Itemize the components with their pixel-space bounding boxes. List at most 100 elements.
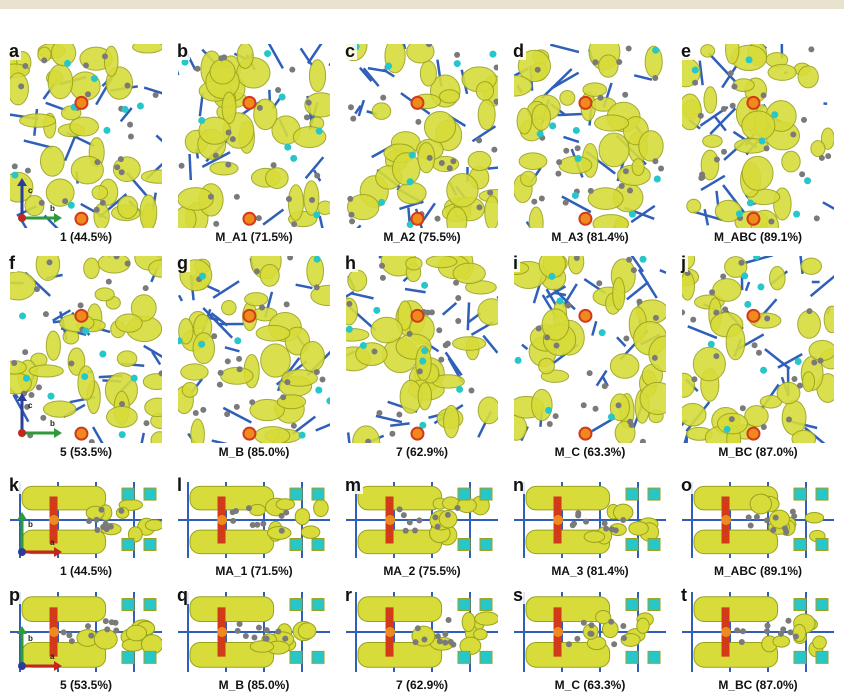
- panel-letter: h: [343, 253, 358, 273]
- panel-letter: f: [7, 253, 17, 273]
- panel-d: d M_A3 (81.4%): [511, 41, 666, 246]
- panel-n: n MA_3 (81.4%): [511, 475, 666, 580]
- isosurface-render: [682, 44, 834, 228]
- structure-image: [10, 44, 162, 228]
- panel-letter: q: [175, 585, 190, 605]
- top-bar: [0, 0, 844, 9]
- structure-image: [514, 478, 666, 562]
- panel-letter: j: [679, 253, 689, 273]
- panel-k: k 1 (44.5%) b a: [7, 475, 162, 580]
- axis-label-right: a: [50, 652, 55, 661]
- isosurface-render: [682, 592, 834, 672]
- structure-image: [682, 256, 834, 443]
- panel-l: l MA_1 (71.5%): [175, 475, 330, 580]
- panel-caption: M_A2 (75.5%): [383, 230, 461, 244]
- crystal-axes-icon: b a: [16, 624, 64, 672]
- panel-letter: s: [511, 585, 526, 605]
- panel-caption: M_BC (87.0%): [718, 445, 798, 459]
- crystal-axes-icon: c b: [16, 391, 64, 439]
- panel-caption: M_A3 (81.4%): [551, 230, 629, 244]
- panel-h: h 7 (62.9%): [343, 253, 498, 461]
- isosurface-render: [346, 482, 498, 558]
- isosurface-render: [10, 44, 162, 228]
- panel-caption: M_ABC (89.1%): [713, 564, 803, 578]
- structure-image: [514, 256, 666, 443]
- panel-p: p 5 (53.5%) b a: [7, 586, 162, 694]
- isosurface-render: [682, 482, 834, 558]
- panel-caption: M_A1 (71.5%): [215, 230, 293, 244]
- isosurface-render: [682, 256, 834, 443]
- panel-letter: l: [175, 475, 185, 495]
- structure-image: [346, 256, 498, 443]
- panel-caption: M_B (85.0%): [218, 445, 290, 459]
- panel-q: q M_B (85.0%): [175, 585, 330, 694]
- panel-letter: t: [679, 585, 689, 605]
- panel-caption: 1 (44.5%): [59, 564, 113, 578]
- axis-label-up: c: [28, 186, 33, 195]
- panel-letter: o: [679, 475, 694, 495]
- panel-letter: r: [343, 585, 355, 605]
- isosurface-render: [514, 592, 666, 672]
- isosurface-render: [346, 44, 498, 228]
- panel-caption: 7 (62.9%): [395, 678, 449, 692]
- isosurface-render: [178, 256, 330, 443]
- panel-g: g M_B (85.0%): [175, 253, 330, 461]
- panel-a: a 1 (44.5%) c b: [7, 41, 162, 246]
- structure-image: [346, 44, 498, 228]
- panel-caption: MA_2 (75.5%): [383, 564, 461, 578]
- panel-i: i M_C (63.3%): [511, 253, 666, 461]
- axis-label-up: b: [28, 634, 33, 643]
- isosurface-render: [178, 44, 330, 228]
- axis-label-right: b: [50, 419, 55, 428]
- structure-image: [10, 478, 162, 562]
- isosurface-render: [514, 482, 666, 558]
- panel-r: r 7 (62.9%): [343, 585, 498, 694]
- structure-image: [514, 44, 666, 228]
- structure-image: [10, 588, 162, 676]
- crystal-axes-icon: c b: [16, 176, 64, 224]
- axis-label-up: b: [28, 520, 33, 529]
- panel-caption: M_ABC (89.1%): [713, 230, 803, 244]
- panel-caption: MA_3 (81.4%): [551, 564, 629, 578]
- isosurface-render: [514, 44, 665, 228]
- panel-letter: i: [511, 253, 521, 273]
- panel-letter: c: [343, 41, 358, 61]
- panel-c: c M_A2 (75.5%): [343, 41, 498, 246]
- panel-caption: 7 (62.9%): [395, 445, 449, 459]
- structure-image: [346, 478, 498, 562]
- structure-image: [178, 588, 330, 676]
- panel-caption: M_BC (87.0%): [718, 678, 798, 692]
- isosurface-render: [178, 592, 330, 672]
- panel-t: t M_BC (87.0%): [679, 585, 834, 694]
- panel-caption: M_C (63.3%): [554, 445, 626, 459]
- structure-image: [514, 588, 666, 676]
- crystal-axes-icon: b a: [16, 510, 64, 558]
- structure-image: [178, 478, 330, 562]
- isosurface-render: [346, 592, 498, 672]
- structure-image: [682, 478, 834, 562]
- structure-image: [346, 588, 498, 676]
- panel-letter: m: [343, 475, 364, 495]
- panel-letter: g: [175, 253, 190, 273]
- axis-label-right: a: [50, 538, 55, 547]
- panel-letter: k: [7, 475, 22, 495]
- panel-caption: M_C (63.3%): [554, 678, 626, 692]
- axis-label-right: b: [50, 204, 55, 213]
- structure-image: [682, 44, 834, 228]
- panel-caption: MA_1 (71.5%): [215, 564, 293, 578]
- panel-letter: b: [175, 41, 190, 61]
- panel-letter: d: [511, 41, 526, 61]
- panel-e: e M_ABC (89.1%): [679, 41, 834, 246]
- structure-image: [178, 44, 330, 228]
- panel-caption: 5 (53.5%): [59, 445, 113, 459]
- panel-letter: a: [7, 41, 22, 61]
- panel-caption: 1 (44.5%): [59, 230, 113, 244]
- panel-f: f 5 (53.5%) c b: [7, 253, 162, 461]
- structure-image: [178, 256, 330, 443]
- isosurface-render: [346, 256, 498, 443]
- structure-image: [10, 256, 162, 443]
- panel-letter: e: [679, 41, 694, 61]
- panel-o: o M_ABC (89.1%): [679, 475, 834, 580]
- panel-letter: n: [511, 475, 526, 495]
- panel-s: s M_C (63.3%): [511, 585, 666, 694]
